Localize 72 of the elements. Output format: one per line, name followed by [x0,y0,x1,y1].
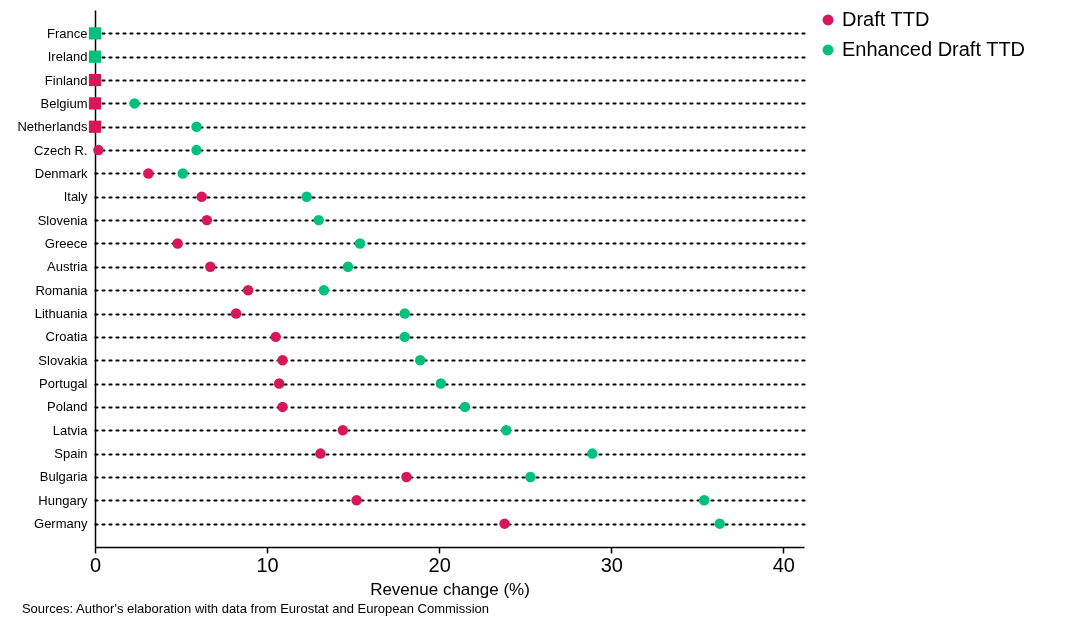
point [191,144,202,156]
point [399,331,410,343]
point [698,495,710,506]
point [435,378,447,389]
point [354,238,366,249]
point [273,378,285,389]
point [277,354,288,366]
point [415,354,426,366]
y-tick-label: France [47,25,88,41]
point [459,401,471,413]
point [401,471,412,483]
point [88,73,102,87]
y-tick-label: Czech R. [34,142,88,158]
point [205,261,216,273]
y-tick-label: Spain [54,446,88,462]
y-tick-label: Lithuania [34,306,89,322]
source-note: Sources: Author's elaboration with data from Eurostat and European Commission [21,601,490,616]
y-tick-label: Portugal [39,376,88,392]
y-tick-label: Finland [44,72,88,88]
point [351,495,362,506]
point [88,50,102,63]
y-tick-label: Bulgaria [39,469,89,485]
point [501,425,512,436]
point [587,448,598,459]
point [315,448,326,459]
y-tick-label: Latvia [52,422,89,438]
y-tick-label: Austria [47,259,89,275]
x-axis-title: Revenue change (%) [370,579,530,599]
point [129,98,140,109]
point [88,27,102,40]
y-tick-label: Romania [35,282,89,298]
point [499,518,510,529]
point [714,518,725,529]
point [301,191,312,203]
y-tick-label: Italy [63,189,88,205]
legend-label: Draft TTD [842,8,930,30]
x-tick-label: 10 [256,553,279,576]
y-tick-label: Croatia [45,329,89,345]
point [230,308,242,319]
legend-label: Enhanced Draft TTD [842,38,1026,60]
point [172,238,183,249]
point [191,121,202,132]
point [313,214,324,226]
x-tick-label: 30 [600,553,623,576]
point [525,471,536,483]
point [93,144,104,156]
y-tick-label: Slovakia [38,352,89,368]
y-tick-label: Ireland [47,49,88,65]
x-tick-label: 40 [772,553,795,576]
y-tick-label: Greece [44,235,88,251]
y-tick-label: Germany [34,516,88,532]
point [337,425,349,436]
y-tick-label: Belgium [40,95,88,111]
point [88,120,102,133]
point [201,214,213,226]
point [242,284,254,296]
y-tick-label: Denmark [34,165,88,181]
y-tick-label: Poland [47,399,88,415]
point [177,168,189,179]
y-tick-label: Netherlands [17,119,88,135]
x-tick-label: 20 [428,553,451,576]
y-tick-label: Slovenia [37,212,89,228]
point [342,261,354,273]
x-tick-label: 0 [89,553,102,576]
y-tick-label: Hungary [38,492,88,508]
point [196,191,207,203]
point [270,331,281,343]
point [143,168,154,179]
point [399,308,410,319]
point [88,97,102,110]
point [318,284,330,296]
point [277,401,288,413]
